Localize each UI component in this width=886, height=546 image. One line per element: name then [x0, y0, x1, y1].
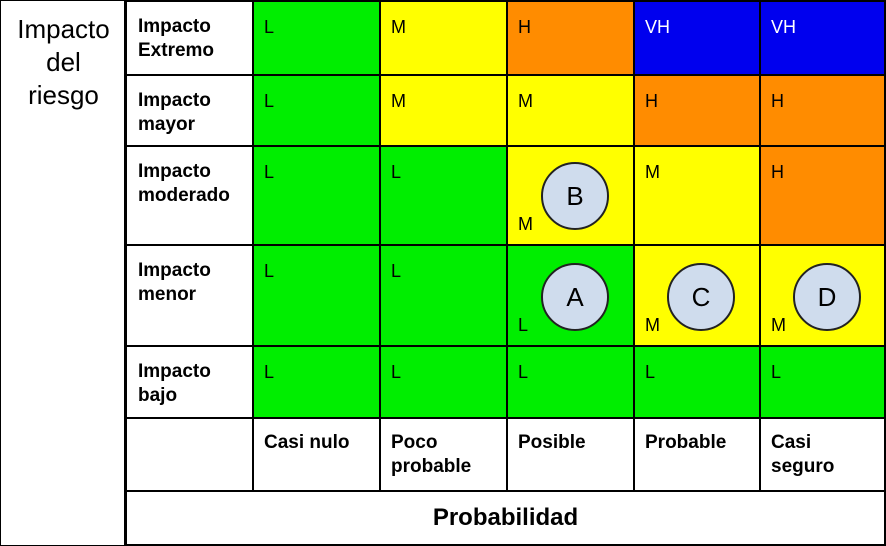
y-axis-label-line: riesgo — [28, 80, 99, 110]
risk-level: M — [391, 17, 406, 37]
impact-label-line: bajo — [138, 385, 178, 406]
risk-cell: VH — [634, 1, 760, 75]
risk-marker: C — [667, 263, 735, 331]
risk-level: M — [518, 91, 533, 111]
risk-cell: M — [380, 1, 507, 75]
corner-cell — [126, 418, 253, 491]
probability-label: Probable — [634, 418, 760, 491]
risk-level: M — [645, 315, 660, 335]
risk-cell: L — [507, 346, 634, 418]
risk-cell: L — [253, 146, 380, 245]
risk-cell: L — [253, 346, 380, 418]
risk-level: L — [264, 17, 275, 37]
probability-label-line: Casi — [771, 432, 812, 453]
risk-level: VH — [771, 17, 797, 37]
impact-label: Impacto moderado — [126, 146, 253, 245]
probability-label: Posible — [507, 418, 634, 491]
impact-label-line: menor — [138, 284, 197, 305]
impact-label-line: Impacto — [138, 260, 211, 281]
y-axis-panel: Impacto del riesgo — [1, 1, 126, 545]
impact-label-line: mayor — [138, 114, 196, 135]
impact-label: Impacto menor — [126, 245, 253, 346]
risk-cell: L — [760, 346, 885, 418]
risk-level: L — [645, 362, 656, 382]
risk-level: M — [645, 162, 660, 182]
risk-level: L — [264, 362, 275, 382]
risk-level: L — [264, 162, 275, 182]
risk-level: L — [771, 362, 782, 382]
risk-cell: H — [760, 146, 885, 245]
risk-level: L — [264, 261, 275, 281]
impact-label-line: Impacto — [138, 90, 211, 111]
y-axis-label: Impacto del riesgo — [1, 13, 126, 112]
probability-label-line: Casi nulo — [264, 432, 350, 453]
impact-label-line: Impacto — [138, 361, 211, 382]
risk-level: L — [264, 91, 275, 111]
probability-label: Casi seguro — [760, 418, 885, 491]
risk-cell: L — [253, 245, 380, 346]
risk-cell: L — [380, 146, 507, 245]
matrix-grid: Impacto Extremo Impacto mayor Impacto moderad… — [126, 1, 885, 545]
risk-cell: L — [253, 1, 380, 75]
x-axis-label: Probabilidad — [432, 504, 579, 531]
risk-level: H — [771, 162, 784, 182]
impact-label: Impacto Extremo — [126, 1, 253, 75]
risk-cell: M — [380, 75, 507, 146]
risk-marker: B — [541, 162, 609, 230]
probability-label: Casi nulo — [253, 418, 380, 491]
risk-level: M — [771, 315, 786, 335]
risk-marker: D — [793, 263, 861, 331]
risk-cell: L — [253, 75, 380, 146]
risk-level: H — [518, 17, 531, 37]
risk-level: H — [645, 91, 658, 111]
risk-cell: L — [380, 245, 507, 346]
risk-cell: H — [760, 75, 885, 146]
risk-cell: H — [507, 1, 634, 75]
risk-level: VH — [645, 17, 671, 37]
y-axis-label-line: Impacto — [17, 14, 110, 44]
risk-marker: A — [541, 263, 609, 331]
risk-cell: H — [634, 75, 760, 146]
risk-cell: VH — [760, 1, 885, 75]
y-axis-label-line: del — [46, 47, 81, 77]
risk-cell: L — [634, 346, 760, 418]
impact-label: Impacto mayor — [126, 75, 253, 146]
probability-label-line: probable — [391, 456, 472, 477]
risk-level: L — [518, 315, 529, 335]
impact-label-line: Impacto — [138, 161, 211, 182]
risk-cell: M — [634, 146, 760, 245]
probability-label-line: Poco — [391, 432, 438, 453]
probability-label-line: Probable — [645, 432, 727, 453]
probability-label: Poco probable — [380, 418, 507, 491]
risk-level: L — [391, 261, 402, 281]
impact-label-line: moderado — [138, 185, 230, 206]
risk-level: L — [518, 362, 529, 382]
impact-label: Impacto bajo — [126, 346, 253, 418]
probability-label-line: seguro — [771, 456, 835, 477]
impact-label-line: Extremo — [138, 40, 215, 61]
risk-level: H — [771, 91, 784, 111]
risk-cell: M — [507, 75, 634, 146]
risk-level: L — [391, 362, 402, 382]
impact-label-line: Impacto — [138, 16, 211, 37]
probability-label-line: Posible — [518, 432, 586, 453]
x-axis-cell: Probabilidad — [126, 491, 885, 545]
risk-level: M — [391, 91, 406, 111]
risk-cell: L — [380, 346, 507, 418]
risk-level: L — [391, 162, 402, 182]
risk-level: M — [518, 214, 533, 234]
